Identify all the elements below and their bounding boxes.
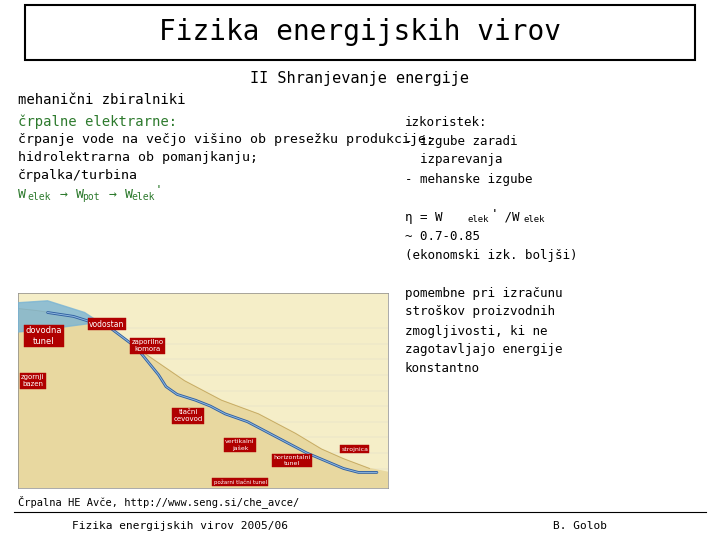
Text: η = W: η = W (405, 211, 443, 224)
Text: konstantno: konstantno (405, 362, 480, 375)
Text: zmogljivosti, ki ne: zmogljivosti, ki ne (405, 325, 547, 338)
Text: horizontalni
tunel: horizontalni tunel (273, 455, 310, 466)
Text: B. Golob: B. Golob (553, 521, 607, 531)
Text: pot: pot (82, 192, 99, 202)
Text: (ekonomski izk. boljši): (ekonomski izk. boljši) (405, 248, 577, 261)
Text: vertikalni
jašek: vertikalni jašek (225, 440, 255, 451)
Polygon shape (18, 308, 388, 488)
Text: ': ' (155, 185, 163, 198)
Text: hidrolektrarna ob pomanjkanju;: hidrolektrarna ob pomanjkanju; (18, 152, 258, 165)
Text: stroškov proizvodnih: stroškov proizvodnih (405, 306, 555, 319)
Text: elek: elek (467, 215, 488, 225)
Text: izparevanja: izparevanja (405, 153, 503, 166)
Text: požarni tlačni tunel: požarni tlačni tunel (214, 480, 266, 485)
Text: strojnica: strojnica (341, 447, 368, 451)
Text: → W: → W (101, 187, 133, 200)
Text: Fizika energijskih virov 2005/06: Fizika energijskih virov 2005/06 (72, 521, 288, 531)
Text: dovodna
tunel: dovodna tunel (26, 326, 62, 346)
Text: Črpalna HE Avče, http://www.seng.si/che_avce/: Črpalna HE Avče, http://www.seng.si/che_… (18, 496, 300, 509)
Text: elek: elek (523, 215, 544, 225)
Text: črpanje vode na večjo višino ob presežku produkcije;: črpanje vode na večjo višino ob presežku… (18, 133, 434, 146)
Text: - izgube zaradi: - izgube zaradi (405, 134, 518, 147)
Text: ~ 0.7-0.85: ~ 0.7-0.85 (405, 230, 480, 242)
Text: zaporilno
komora: zaporilno komora (132, 339, 163, 352)
Text: W: W (18, 187, 26, 200)
Text: zagotavljajo energije: zagotavljajo energije (405, 343, 562, 356)
FancyBboxPatch shape (25, 5, 695, 60)
Text: elek: elek (27, 192, 50, 202)
Text: vodostan: vodostan (89, 320, 125, 329)
Text: črpalka/turbina: črpalka/turbina (18, 170, 138, 183)
Text: → W: → W (52, 187, 84, 200)
Polygon shape (18, 301, 99, 332)
Text: mehanični zbiralniki: mehanični zbiralniki (18, 93, 186, 107)
Text: tlačni
cevovod: tlačni cevovod (174, 409, 203, 422)
Text: izkoristek:: izkoristek: (405, 116, 487, 129)
Text: črpalne elektrarne:: črpalne elektrarne: (18, 115, 177, 129)
Text: zgornji
bazen: zgornji bazen (21, 374, 45, 387)
Text: /W: /W (497, 211, 520, 224)
Text: - mehanske izgube: - mehanske izgube (405, 172, 533, 186)
Text: II Shranjevanje energije: II Shranjevanje energije (251, 71, 469, 85)
Text: pomembne pri izračunu: pomembne pri izračunu (405, 287, 562, 300)
Text: Fizika energijskih virov: Fizika energijskih virov (159, 18, 561, 46)
Text: elek: elek (131, 192, 155, 202)
Text: ': ' (491, 207, 498, 220)
